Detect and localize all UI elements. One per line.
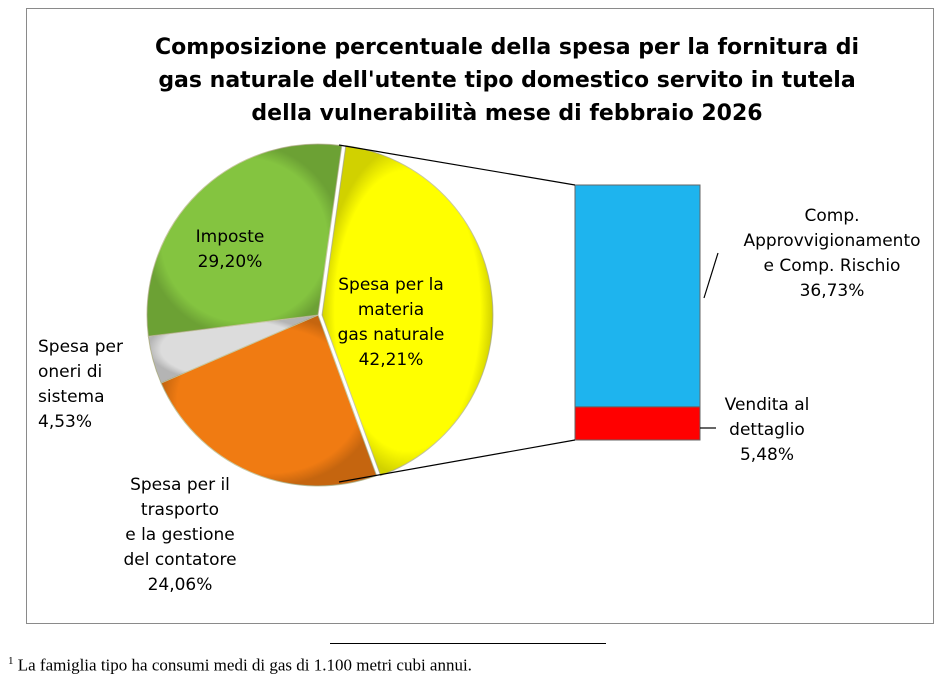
footnote-marker: 1 xyxy=(8,655,14,667)
data-label-line: Imposte xyxy=(196,227,265,247)
pie-slice-shade xyxy=(161,315,377,486)
data-label-line: 42,21% xyxy=(359,350,424,370)
pie-slice-shade xyxy=(322,145,494,476)
data-label-line: sistema xyxy=(38,387,105,407)
data-label-line: 29,20% xyxy=(198,252,263,272)
connector-line-bottom xyxy=(338,439,576,483)
data-label-line: 5,48% xyxy=(740,445,794,465)
data-label-line: trasporto xyxy=(141,500,219,520)
pie-slice-shade xyxy=(148,315,318,383)
data-label-line: Spesa per il xyxy=(130,475,230,495)
data-label-line: Comp. xyxy=(804,206,859,226)
data-label-line: materia xyxy=(358,300,424,320)
bar-segment xyxy=(574,406,701,441)
chart-title: Composizione percentuale della spesa per… xyxy=(155,35,859,126)
data-label: Vendita al dettaglio 5,48% xyxy=(725,395,810,465)
data-label-line: del contatore xyxy=(123,550,236,570)
data-label-line: 24,06% xyxy=(148,575,213,595)
data-label: Imposte 29,20% xyxy=(196,227,265,272)
data-label: Comp. Approvvigionamento e Comp. Rischio 36… xyxy=(743,206,920,301)
data-label-line: e Comp. Rischio xyxy=(764,256,901,276)
data-label-line: gas naturale xyxy=(338,325,445,345)
pie-of-bar-chart: Composizione percentuale della spesa per… xyxy=(38,35,921,595)
chart-frame xyxy=(26,8,934,624)
data-label-line: Spesa per xyxy=(38,337,123,357)
title-line: gas naturale dell'utente tipo domestico … xyxy=(158,68,855,93)
data-label-line: 36,73% xyxy=(800,281,865,301)
footnote-rule xyxy=(330,643,606,644)
data-label-line: Vendita al xyxy=(725,395,810,415)
title-line: Composizione percentuale della spesa per… xyxy=(155,35,859,60)
data-label: Spesa per oneri di sistema 4,53% xyxy=(38,337,123,432)
data-label: Spesa per la materia gas naturale 42,21% xyxy=(338,275,445,370)
title-line: della vulnerabilità mese di febbraio 202… xyxy=(251,101,762,126)
pie-slice-shade xyxy=(147,144,342,337)
data-label-line: e la gestione xyxy=(125,525,235,545)
footnote: 1 La famiglia tipo ha consumi medi di ga… xyxy=(8,655,472,676)
data-label-line: Approvvigionamento xyxy=(743,231,920,251)
leader-line-blue xyxy=(703,252,719,299)
bar-segment xyxy=(574,184,701,408)
data-label-line: oneri di xyxy=(38,362,102,382)
data-label-line: Spesa per la xyxy=(338,275,444,295)
connector-line-top xyxy=(338,144,576,186)
data-label-line: 4,53% xyxy=(38,412,92,432)
footnote-text: La famiglia tipo ha consumi medi di gas … xyxy=(13,655,472,675)
data-label-line: dettaglio xyxy=(729,420,805,440)
data-label: Spesa per il trasporto e la gestione del co… xyxy=(123,475,236,595)
